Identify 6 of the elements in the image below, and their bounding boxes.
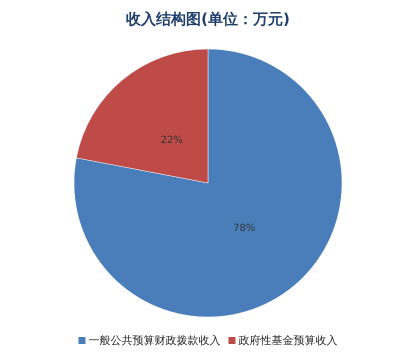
legend-label: 政府性基金预算收入 [238,334,338,347]
data-label: 22% [160,135,183,146]
data-label: 78% [233,222,256,234]
legend-label: 一般公共预算财政拨款收入 [88,334,220,347]
chart-title: 收入结构图(单位：万元) [126,10,290,28]
pie-slice [74,48,342,318]
